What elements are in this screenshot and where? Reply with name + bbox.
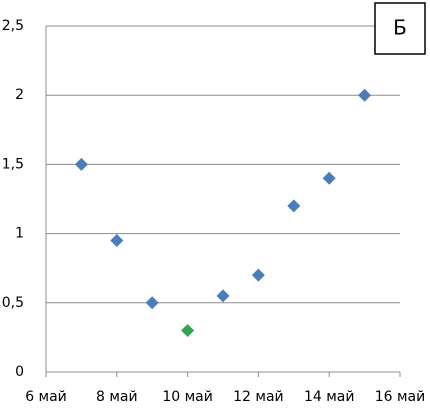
y-tick-label: 2,5 <box>2 18 24 34</box>
marker <box>358 88 372 102</box>
marker <box>251 268 265 282</box>
x-tick-label: 8 май <box>96 389 138 405</box>
x-tick-label: 12 май <box>233 389 284 405</box>
marker <box>145 296 159 310</box>
marker <box>110 234 124 248</box>
y-tick-label: 2 <box>15 87 24 103</box>
marker <box>322 171 336 185</box>
x-tick-label: 16 май <box>375 389 426 405</box>
y-tick-label: 0,5 <box>2 295 24 311</box>
x-tick-label: 10 май <box>162 389 213 405</box>
y-tick-label: 1 <box>15 226 24 242</box>
x-tick-label: 6 май <box>25 389 67 405</box>
marker <box>216 289 230 303</box>
marker <box>181 323 195 337</box>
marker <box>287 199 301 213</box>
x-tick-label: 14 май <box>304 389 355 405</box>
y-tick-label: 1,5 <box>2 156 24 172</box>
marker <box>74 157 88 171</box>
annotation-box <box>374 2 426 55</box>
y-tick-label: 0 <box>15 364 24 380</box>
annotation: Б <box>393 16 407 40</box>
